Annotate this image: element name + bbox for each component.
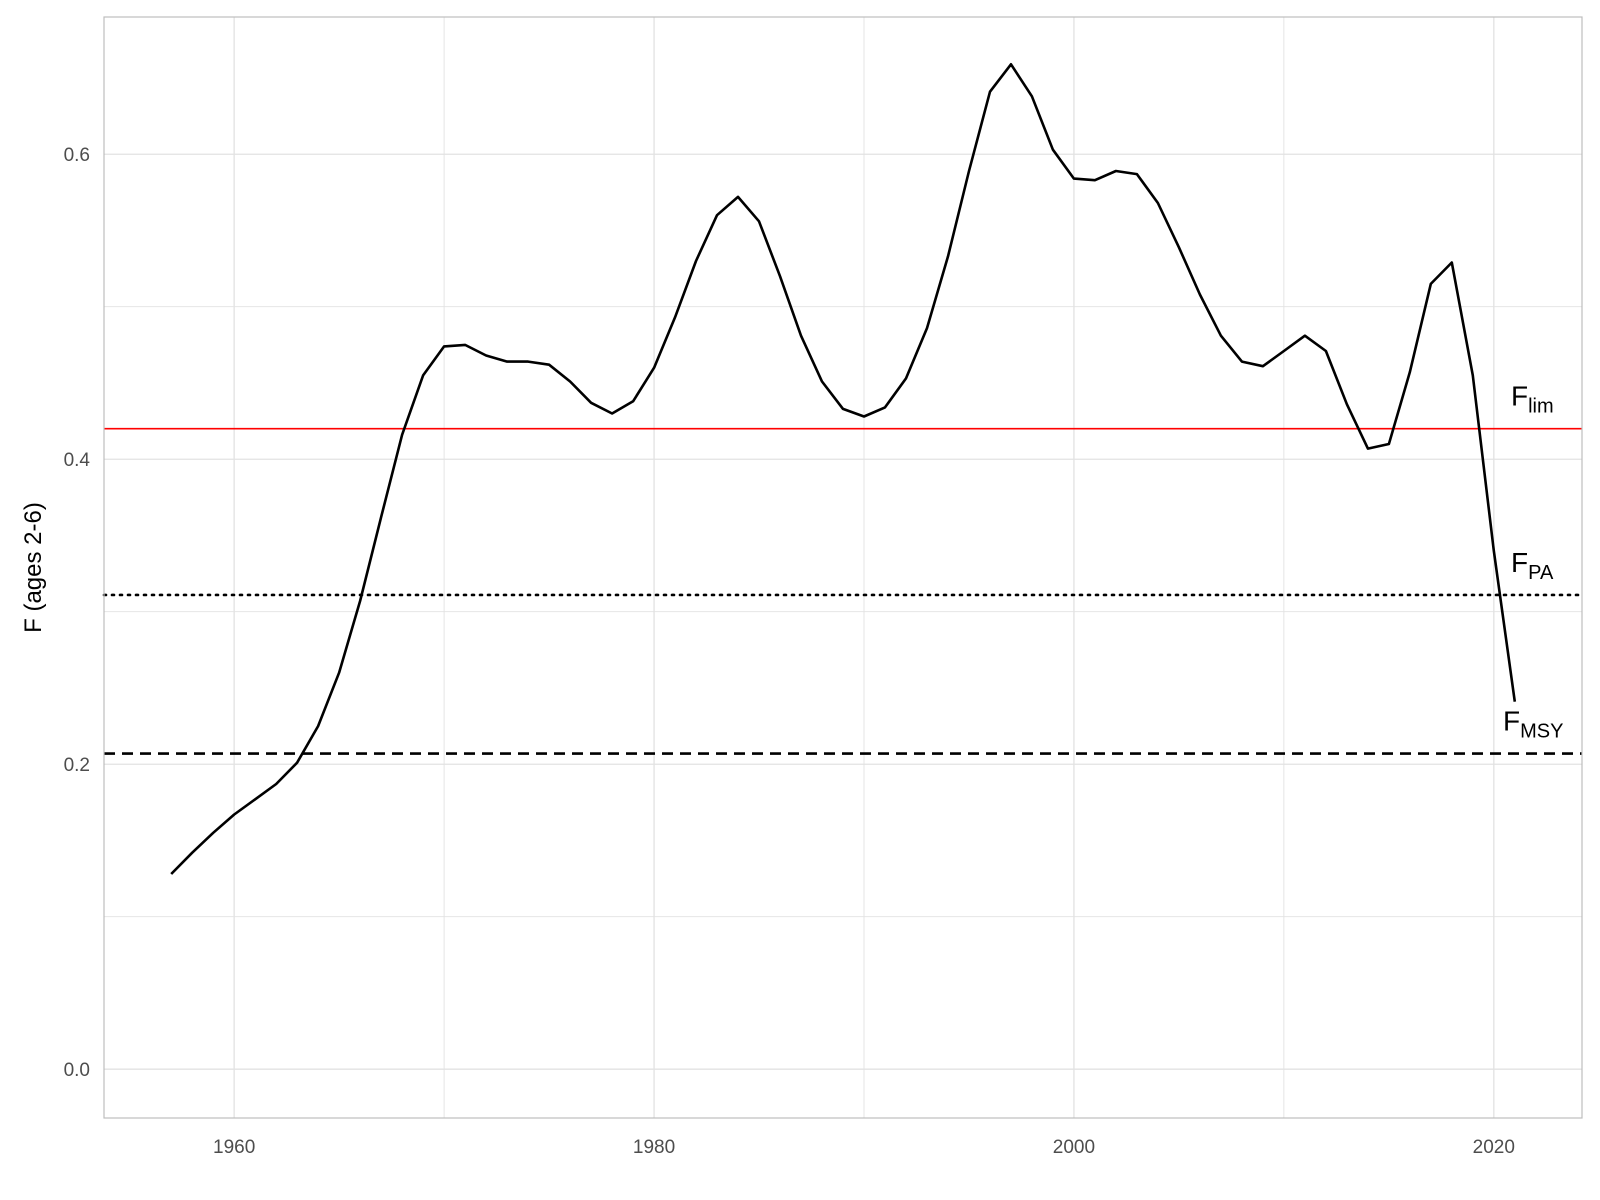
panel-border <box>103 16 1583 1119</box>
x-tick-label: 1960 <box>213 1137 255 1158</box>
x-tick-label: 1980 <box>633 1137 675 1158</box>
y-tick-label: 0.2 <box>64 755 90 776</box>
grid-lines <box>104 17 1582 1118</box>
y-tick-label: 0.6 <box>64 145 90 166</box>
ref-label-fmsy: FMSY <box>1503 706 1563 743</box>
y-tick-label: 0.4 <box>64 450 91 471</box>
reference-labels: Flim FPA FMSY <box>1503 381 1563 743</box>
x-tick-label: 2000 <box>1053 1137 1095 1158</box>
series-layer <box>170 63 1517 875</box>
y-tick-label: 0.0 <box>64 1060 90 1081</box>
ref-label-fpa: FPA <box>1511 547 1554 584</box>
series-line-f <box>170 63 1517 875</box>
reference-lines <box>102 427 1584 755</box>
axis-labels: 1960 1980 2000 2020 0.0 0.2 0.4 0.6 F (ages 2-6) <box>20 145 1515 1158</box>
ref-label-flim: Flim <box>1511 381 1554 418</box>
y-axis-title: F (ages 2-6) <box>20 502 47 633</box>
x-tick-label: 2020 <box>1473 1137 1515 1158</box>
